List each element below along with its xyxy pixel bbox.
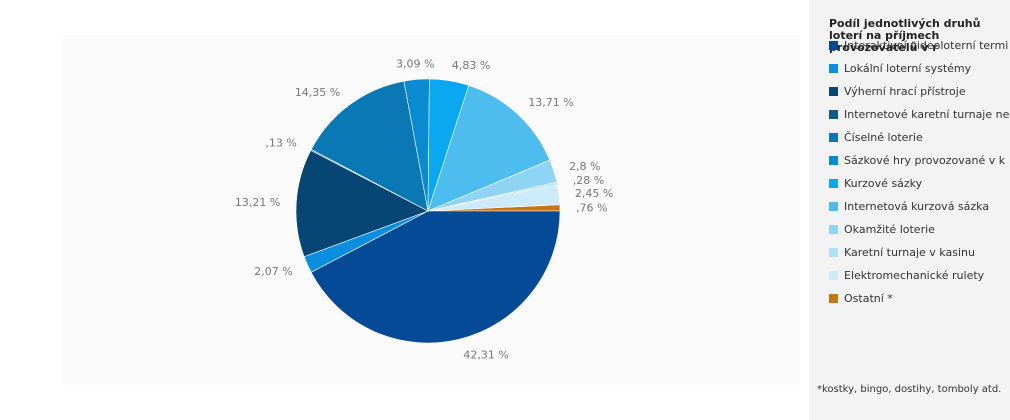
legend-swatch	[829, 202, 838, 211]
legend-swatch	[829, 64, 838, 73]
legend-list: Interaktivní videoloterní termi Lokální l…	[829, 34, 1010, 310]
legend-item[interactable]: Internetová kurzová sázka	[829, 195, 1010, 218]
slice-label: 4,83 %	[452, 59, 490, 72]
legend-item[interactable]: Číselné loterie	[829, 126, 1010, 149]
slice-label: 13,71 %	[528, 96, 573, 109]
slice-label: 2,07 %	[254, 265, 292, 278]
legend-item[interactable]: Výherní hrací přístroje	[829, 80, 1010, 103]
legend-swatch	[829, 248, 838, 257]
pie-slice[interactable]	[310, 210, 561, 344]
legend-swatch	[829, 87, 838, 96]
legend-label: Kurzové sázky	[844, 177, 923, 190]
legend-swatch	[829, 110, 838, 119]
legend-swatch	[829, 294, 838, 303]
legend-label: Internetová kurzová sázka	[844, 200, 990, 213]
legend-label: Okamžité loterie	[844, 223, 935, 236]
legend-label: Elektromechanické rulety	[844, 269, 985, 282]
slice-label: ,13 %	[265, 136, 296, 149]
legend-item[interactable]: Interaktivní videoloterní termi	[829, 34, 1010, 57]
legend-label: Číselné loterie	[844, 131, 923, 144]
slice-label: 13,21 %	[235, 196, 280, 209]
slice-label: ,28 %	[573, 174, 604, 187]
slice-label: 42,31 %	[463, 349, 508, 362]
legend-swatch	[829, 133, 838, 142]
legend-swatch	[829, 41, 838, 50]
legend-label: Sázkové hry provozované v k	[844, 154, 1006, 167]
slice-label: 2,45 %	[575, 187, 613, 200]
legend-item[interactable]: Lokální loterní systémy	[829, 57, 1010, 80]
slice-label: 2,8 %	[569, 160, 600, 173]
slice-label: 3,09 %	[396, 58, 434, 71]
legend-label: Karetní turnaje v kasinu	[844, 246, 975, 259]
pie-slice[interactable]	[427, 85, 551, 212]
pie-slice[interactable]	[310, 80, 429, 212]
pie-chart: ,76 % 42,31 % 2,07 % 13,21 % ,13 % 14,35 % 3,0…	[235, 58, 613, 362]
pie-slice[interactable]	[427, 184, 561, 212]
legend-label: Interaktivní videoloterní termi	[844, 39, 1009, 52]
pie-slice[interactable]	[295, 149, 429, 257]
legend-label: Výherní hrací přístroje	[844, 85, 966, 98]
legend-item[interactable]: Okamžité loterie	[829, 218, 1010, 241]
legend-panel: Podíl jednotlivých druhů loterí na příjm…	[809, 0, 1010, 420]
legend-label: Lokální loterní systémy	[844, 62, 972, 75]
legend-title: Podíl jednotlivých druhů loterí na příjm…	[829, 17, 981, 54]
legend-item[interactable]: Kurzové sázky	[829, 172, 1010, 195]
legend-swatch	[829, 271, 838, 280]
legend-swatch	[829, 225, 838, 234]
legend-swatch	[829, 156, 838, 165]
legend-item[interactable]: Internetové karetní turnaje ne	[829, 103, 1010, 126]
legend-item[interactable]: Ostatní *	[829, 287, 1010, 310]
slice-label: ,76 %	[576, 201, 607, 214]
slice-label: 14,35 %	[295, 86, 340, 99]
chart-area: ,76 % 42,31 % 2,07 % 13,21 % ,13 % 14,35 % 3,0…	[62, 35, 800, 385]
legend-label: Ostatní *	[844, 292, 893, 305]
legend-swatch	[829, 179, 838, 188]
legend-item[interactable]: Elektromechanické rulety	[829, 264, 1010, 287]
legend-footnote: *kostky, bingo, dostihy, tomboly atd.	[817, 384, 1002, 395]
legend-item[interactable]: Sázkové hry provozované v k	[829, 149, 1010, 172]
legend-item[interactable]: Karetní turnaje v kasinu	[829, 241, 1010, 264]
legend-label: Internetové karetní turnaje ne	[844, 108, 1010, 121]
